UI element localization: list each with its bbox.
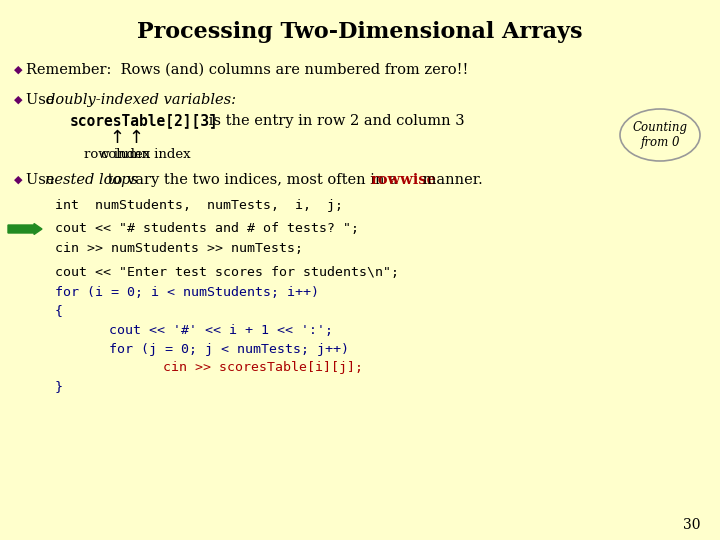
Text: ↑: ↑ <box>109 129 125 147</box>
Text: scoresTable[2][3]: scoresTable[2][3] <box>70 113 219 129</box>
Text: row index: row index <box>84 147 150 160</box>
Text: is the entry in row 2 and column 3: is the entry in row 2 and column 3 <box>204 114 464 128</box>
Text: rowwise: rowwise <box>371 173 437 187</box>
Text: for (j = 0; j < numTests; j++): for (j = 0; j < numTests; j++) <box>77 342 349 355</box>
Text: 30: 30 <box>683 518 700 532</box>
Text: Use: Use <box>26 173 59 187</box>
Text: cout << '#' << i + 1 << ':';: cout << '#' << i + 1 << ':'; <box>77 323 333 336</box>
Text: Use: Use <box>26 93 59 107</box>
Text: ◆: ◆ <box>14 95 22 105</box>
Text: Counting
from 0: Counting from 0 <box>632 121 688 149</box>
Text: nested loops: nested loops <box>45 173 138 187</box>
Ellipse shape <box>620 109 700 161</box>
Text: cin >> numStudents >> numTests;: cin >> numStudents >> numTests; <box>55 241 303 254</box>
Text: column index: column index <box>102 147 191 160</box>
Text: {: { <box>55 305 63 318</box>
Text: }: } <box>55 381 63 394</box>
Text: for (i = 0; i < numStudents; i++): for (i = 0; i < numStudents; i++) <box>55 286 319 299</box>
Text: cout << "# students and # of tests? ";: cout << "# students and # of tests? "; <box>55 222 359 235</box>
Text: ◆: ◆ <box>14 65 22 75</box>
Text: int  numStudents,  numTests,  i,  j;: int numStudents, numTests, i, j; <box>55 199 343 212</box>
Text: to vary the two indices, most often in a: to vary the two indices, most often in a <box>103 173 402 187</box>
Text: doubly-indexed variables:: doubly-indexed variables: <box>46 93 236 107</box>
Text: manner.: manner. <box>418 173 482 187</box>
Text: Remember:  Rows (and) columns are numbered from zero!!: Remember: Rows (and) columns are numbere… <box>26 63 469 77</box>
Text: ↑: ↑ <box>128 129 143 147</box>
Text: cout << "Enter test scores for students\n";: cout << "Enter test scores for students\… <box>55 267 399 280</box>
Text: cin >> scoresTable[i][j];: cin >> scoresTable[i][j]; <box>99 361 363 375</box>
FancyArrow shape <box>8 224 42 234</box>
Text: Processing Two-Dimensional Arrays: Processing Two-Dimensional Arrays <box>138 21 582 43</box>
Text: ◆: ◆ <box>14 175 22 185</box>
